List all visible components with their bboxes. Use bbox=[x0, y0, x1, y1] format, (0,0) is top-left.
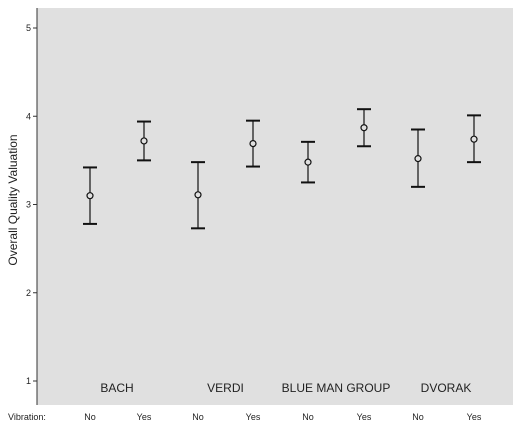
error-bar-7 bbox=[411, 128, 425, 188]
y-tick-label: 2 bbox=[26, 288, 31, 298]
mean-marker bbox=[360, 124, 368, 132]
mean-marker bbox=[470, 135, 478, 143]
mean-marker bbox=[140, 137, 148, 145]
mean-marker bbox=[86, 192, 94, 200]
category-label: No bbox=[192, 412, 204, 421]
mean-marker bbox=[194, 191, 202, 199]
x-prefix-label: Vibration: bbox=[8, 412, 46, 421]
y-tick-label: 5 bbox=[26, 23, 31, 33]
category-label: Yes bbox=[137, 412, 152, 421]
error-bar-1 bbox=[83, 166, 97, 225]
error-bar-8 bbox=[467, 114, 481, 164]
group-labels: BACH VERDI BLUE MAN GROUP DVORAK bbox=[100, 381, 471, 395]
error-bars bbox=[83, 108, 481, 230]
mean-marker bbox=[304, 158, 312, 166]
group-label: BACH bbox=[100, 381, 133, 395]
category-labels: No Yes No Yes No Yes No Yes bbox=[84, 412, 482, 421]
group-label: VERDI bbox=[207, 381, 244, 395]
error-bar-2 bbox=[137, 120, 151, 162]
error-bar-5 bbox=[301, 140, 315, 184]
group-label: DVORAK bbox=[421, 381, 472, 395]
y-axis-title: Overall Quality Valuation bbox=[6, 134, 20, 265]
category-label: Yes bbox=[246, 412, 261, 421]
error-bar-3 bbox=[191, 161, 205, 230]
y-tick-label: 3 bbox=[26, 200, 31, 210]
y-axis: 1 2 3 4 5 bbox=[26, 8, 38, 405]
category-label: No bbox=[412, 412, 424, 421]
group-label: BLUE MAN GROUP bbox=[282, 381, 391, 395]
plot-area bbox=[37, 8, 513, 405]
mean-marker bbox=[414, 155, 422, 163]
category-label: No bbox=[302, 412, 314, 421]
error-bar-6 bbox=[357, 108, 371, 148]
category-label: No bbox=[84, 412, 96, 421]
mean-marker bbox=[249, 140, 257, 148]
category-label: Yes bbox=[357, 412, 372, 421]
error-bar-4 bbox=[246, 119, 260, 168]
y-tick-label: 4 bbox=[26, 111, 31, 121]
y-tick-label: 1 bbox=[26, 376, 31, 386]
category-label: Yes bbox=[467, 412, 482, 421]
